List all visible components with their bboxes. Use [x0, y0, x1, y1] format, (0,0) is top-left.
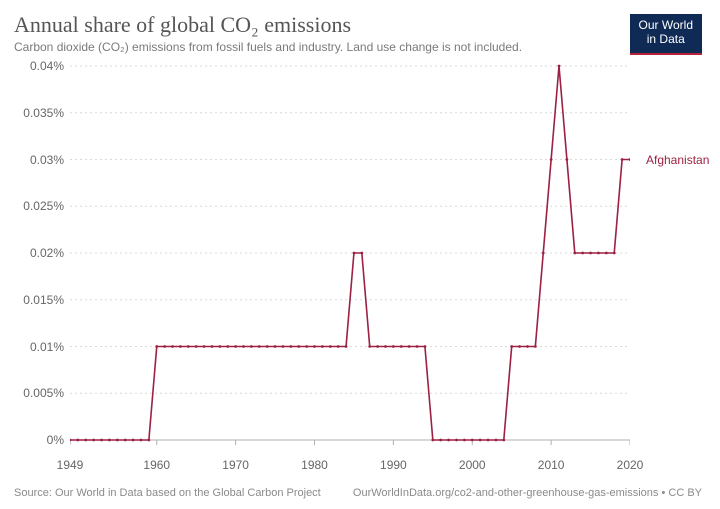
y-tick-label: 0.02% [30, 246, 64, 260]
x-tick-label: 2000 [459, 458, 486, 472]
y-tick-label: 0.035% [23, 106, 64, 120]
chart-title: Annual share of global CO₂ emissions [14, 12, 351, 38]
y-tick-label: 0.01% [30, 340, 64, 354]
chart-frame: Our World in Data Annual share of global… [0, 0, 720, 509]
y-tick-label: 0.015% [23, 293, 64, 307]
x-tick-label: 1949 [57, 458, 84, 472]
footer-link: OurWorldInData.org/co2-and-other-greenho… [353, 487, 702, 499]
x-tick-label: 1970 [222, 458, 249, 472]
x-tick-label: 2020 [617, 458, 644, 472]
chart-svg [70, 62, 630, 454]
logo-line1: Our World [639, 18, 693, 32]
owid-logo: Our World in Data [630, 14, 702, 55]
plot-area [70, 62, 630, 454]
series-label: Afghanistan [646, 153, 709, 167]
x-axis-labels: 19491960197019801990200020102020 [70, 458, 630, 478]
y-tick-label: 0.005% [23, 386, 64, 400]
logo-line2: in Data [647, 32, 685, 46]
y-tick-label: 0.03% [30, 153, 64, 167]
chart-subtitle: Carbon dioxide (CO₂) emissions from foss… [14, 40, 522, 54]
footer-source: Source: Our World in Data based on the G… [14, 487, 321, 499]
y-tick-label: 0.04% [30, 59, 64, 73]
x-tick-label: 1960 [143, 458, 170, 472]
x-tick-label: 1990 [380, 458, 407, 472]
y-axis-labels: 0% 0.005% 0.01% 0.015% 0.02% 0.025% 0.03% 0.035… [4, 62, 64, 454]
y-tick-label: 0% [47, 433, 64, 447]
x-tick-label: 1980 [301, 458, 328, 472]
x-tick-label: 2010 [538, 458, 565, 472]
y-tick-label: 0.025% [23, 199, 64, 213]
